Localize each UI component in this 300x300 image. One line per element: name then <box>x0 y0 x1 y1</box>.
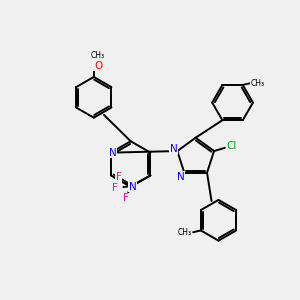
Text: CH₃: CH₃ <box>250 79 265 88</box>
Text: CH₃: CH₃ <box>178 228 192 237</box>
Text: O: O <box>94 61 102 71</box>
Text: N: N <box>170 144 178 154</box>
Text: Cl: Cl <box>227 141 237 151</box>
Text: N: N <box>109 148 116 158</box>
Text: CH₃: CH₃ <box>91 51 105 60</box>
Text: F: F <box>112 183 118 193</box>
Text: F: F <box>116 172 122 182</box>
Text: N: N <box>177 172 185 182</box>
Text: N: N <box>129 182 136 192</box>
Text: F: F <box>123 193 129 203</box>
